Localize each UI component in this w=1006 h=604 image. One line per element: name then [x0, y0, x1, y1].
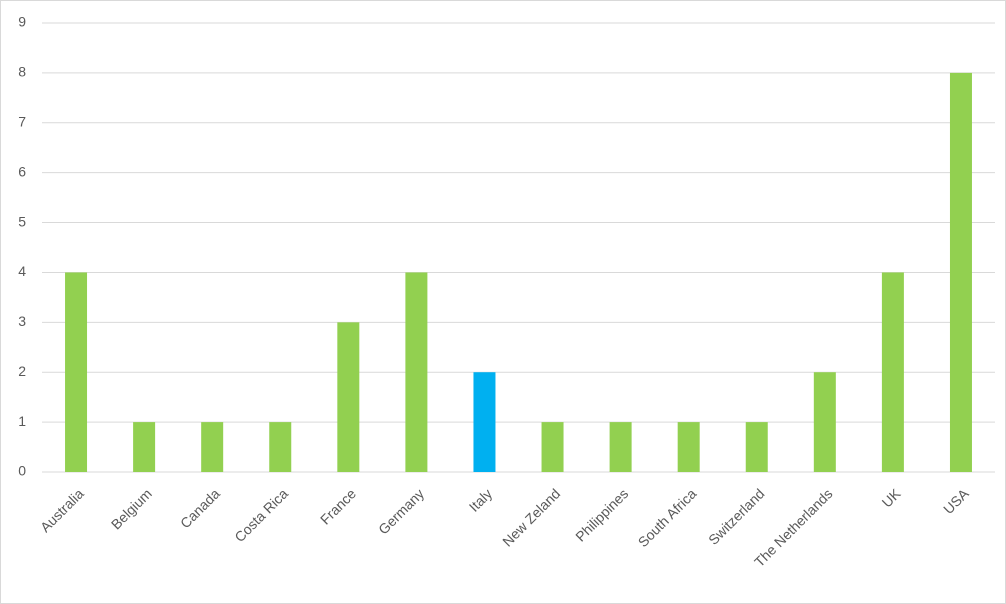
y-tick-label: 4 [18, 263, 26, 279]
bar [473, 372, 496, 472]
bar [813, 372, 836, 472]
y-tick-label: 6 [18, 163, 26, 179]
bar [949, 72, 972, 472]
bar [881, 272, 904, 472]
bar [337, 322, 360, 472]
bar [541, 422, 564, 472]
y-tick-label: 9 [18, 14, 26, 30]
y-tick-label: 1 [18, 413, 26, 429]
bar [677, 422, 700, 472]
y-tick-label: 5 [18, 213, 26, 229]
y-tick-label: 8 [18, 64, 26, 80]
bar [133, 422, 156, 472]
bar [609, 422, 632, 472]
bar [201, 422, 224, 472]
bar [405, 272, 428, 472]
y-tick-label: 3 [18, 313, 26, 329]
bar [269, 422, 292, 472]
y-tick-label: 2 [18, 363, 26, 379]
bar [65, 272, 88, 472]
y-tick-label: 7 [18, 113, 26, 129]
bar [745, 422, 768, 472]
y-tick-label: 0 [18, 463, 26, 479]
